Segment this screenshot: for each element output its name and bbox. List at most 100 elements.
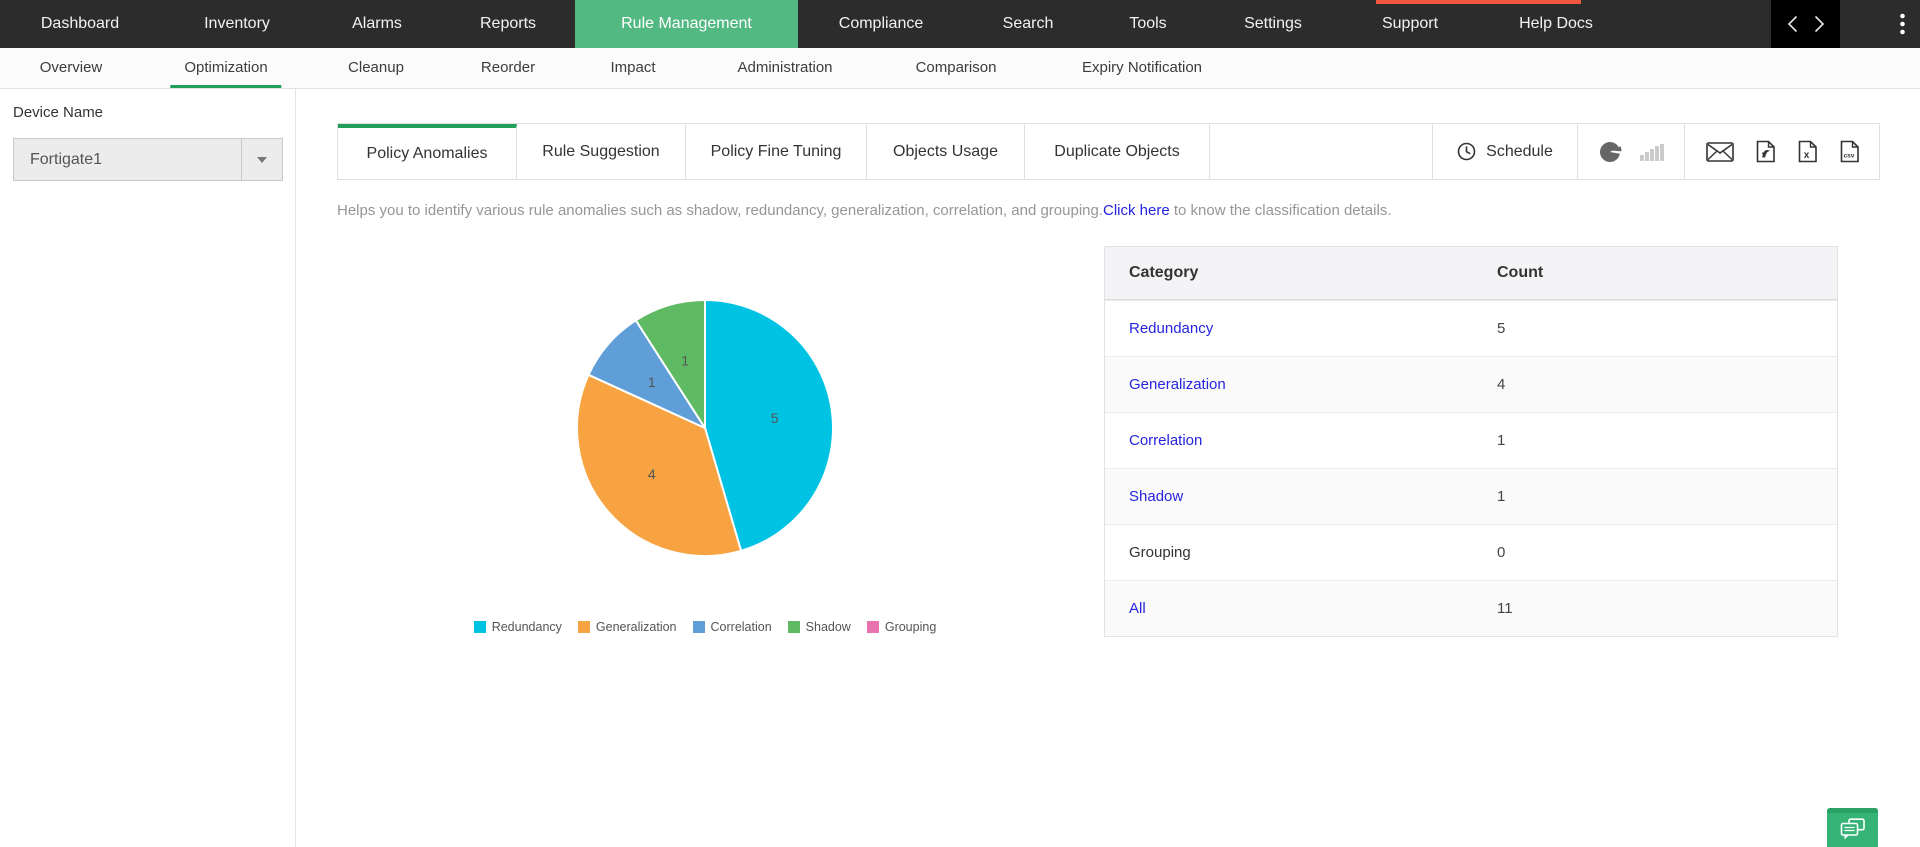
csv-export-icon[interactable]: csv — [1839, 140, 1860, 163]
table-row-generalization: Generalization 4 — [1105, 356, 1837, 412]
tab-policy-anomalies[interactable]: Policy Anomalies — [338, 124, 517, 179]
table-row-correlation: Correlation 1 — [1105, 412, 1837, 468]
legend-label: Shadow — [805, 620, 851, 634]
tab-objects-usage[interactable]: Objects Usage — [867, 124, 1025, 179]
legend-label: Generalization — [595, 620, 677, 634]
subnav-item-administration[interactable]: Administration — [737, 59, 833, 76]
pie-label-generalization: 4 — [648, 466, 656, 482]
top-nav: Dashboard Inventory Alarms Reports Rule Mana… — [0, 0, 1920, 48]
pie-label-shadow: 1 — [681, 353, 689, 369]
subnav-item-optimization[interactable]: Optimization — [170, 48, 282, 88]
top-nav-item-compliance[interactable]: Compliance — [838, 15, 924, 32]
device-select-value: Fortigate1 — [30, 150, 103, 168]
description-text-before: Helps you to identify various rule anoma… — [337, 202, 1104, 219]
legend-item-shadow[interactable]: Shadow — [787, 620, 851, 634]
notification-strip — [1376, 0, 1581, 4]
top-nav-item-search[interactable]: Search — [1002, 15, 1054, 32]
legend-label: Correlation — [710, 620, 772, 634]
legend-item-generalization[interactable]: Generalization — [577, 620, 677, 634]
chat-bubbles-icon — [1840, 818, 1865, 840]
kebab-menu-icon[interactable] — [1890, 0, 1914, 48]
subnav-item-reorder[interactable]: Reorder — [480, 59, 536, 76]
table-row-all: All 11 — [1105, 580, 1837, 636]
schedule-button[interactable]: Schedule — [1433, 124, 1578, 179]
pie-label-correlation: 1 — [648, 374, 656, 390]
svg-text:x: x — [1804, 150, 1810, 161]
chevron-right-icon[interactable] — [1814, 15, 1825, 33]
toolbar-spacer — [1210, 124, 1433, 179]
excel-export-icon[interactable]: x — [1797, 140, 1818, 163]
legend-label: Redundancy — [491, 620, 562, 634]
svg-text:csv: csv — [1844, 153, 1855, 160]
pie-label-redundancy: 5 — [771, 410, 779, 426]
pie-slice-shadow[interactable] — [634, 299, 706, 429]
top-nav-item-inventory[interactable]: Inventory — [204, 15, 270, 32]
anomaly-pie-chart: 5 4 1 1 — [555, 278, 855, 578]
table-link-redundancy[interactable]: Redundancy — [1129, 320, 1214, 337]
legend-item-correlation[interactable]: Correlation — [692, 620, 772, 634]
subnav-item-cleanup[interactable]: Cleanup — [348, 59, 404, 76]
tab-rule-suggestion[interactable]: Rule Suggestion — [517, 124, 686, 179]
table-link-shadow[interactable]: Shadow — [1129, 488, 1184, 505]
top-nav-item-tools[interactable]: Tools — [1129, 15, 1167, 32]
legend-item-redundancy[interactable]: Redundancy — [473, 620, 562, 634]
chat-support-button[interactable] — [1827, 808, 1878, 847]
table-row-redundancy: Redundancy 5 — [1105, 300, 1837, 356]
report-toolbar: Policy Anomalies Rule Suggestion Policy Fi… — [337, 123, 1880, 180]
legend-swatch-redundancy — [473, 621, 486, 633]
email-icon[interactable] — [1706, 141, 1734, 162]
dropdown-arrow-box[interactable] — [241, 139, 282, 180]
sub-nav: Overview Optimization Cleanup Reorder Impact… — [0, 48, 1920, 89]
report-description: Helps you to identify various rule anoma… — [337, 202, 1391, 219]
table-count-grouping: 0 — [1497, 544, 1506, 561]
subnav-item-expiry-notification[interactable]: Expiry Notification — [1081, 59, 1203, 76]
nav-arrows — [1771, 0, 1840, 48]
table-count-all: 11 — [1497, 600, 1513, 617]
tab-policy-fine-tuning[interactable]: Policy Fine Tuning — [686, 124, 867, 179]
top-nav-item-support[interactable]: Support — [1381, 15, 1439, 32]
legend-item-grouping[interactable]: Grouping — [866, 620, 937, 634]
table-link-correlation[interactable]: Correlation — [1129, 432, 1203, 449]
table-text-grouping: Grouping — [1129, 544, 1191, 561]
table-count-correlation: 1 — [1497, 432, 1506, 449]
pdf-export-icon[interactable] — [1755, 140, 1776, 163]
table-count-redundancy: 5 — [1497, 320, 1506, 337]
legend-swatch-grouping — [866, 621, 879, 633]
legend-swatch-generalization — [577, 621, 590, 633]
schedule-label: Schedule — [1486, 142, 1553, 160]
device-select-dropdown[interactable]: Fortigate1 — [13, 138, 283, 181]
top-nav-item-rule-management[interactable]: Rule Management — [575, 0, 798, 48]
top-nav-item-reports[interactable]: Reports — [479, 15, 537, 32]
table-count-shadow: 1 — [1497, 488, 1506, 505]
top-nav-item-dashboard[interactable]: Dashboard — [40, 15, 120, 32]
chevron-down-icon — [257, 156, 267, 163]
sidebar-divider — [295, 89, 296, 847]
chart-legend: Redundancy Generalization Correlation Shado… — [355, 620, 1055, 634]
table-header-category: Category — [1129, 264, 1199, 281]
description-text-after: to know the classification details. — [1169, 202, 1392, 219]
table-link-generalization[interactable]: Generalization — [1129, 376, 1226, 393]
subnav-item-overview[interactable]: Overview — [39, 59, 103, 76]
export-actions: x csv — [1685, 124, 1881, 179]
chat-button-top-bar — [1827, 808, 1878, 813]
table-count-generalization: 4 — [1497, 376, 1506, 393]
subnav-item-impact[interactable]: Impact — [610, 59, 656, 76]
legend-swatch-shadow — [787, 621, 800, 633]
chevron-left-icon[interactable] — [1787, 15, 1798, 33]
table-row-grouping: Grouping 0 — [1105, 524, 1837, 580]
top-nav-item-settings[interactable]: Settings — [1244, 15, 1302, 32]
table-link-all[interactable]: All — [1129, 600, 1146, 617]
top-nav-item-alarms[interactable]: Alarms — [352, 15, 402, 32]
subnav-item-comparison[interactable]: Comparison — [915, 59, 997, 76]
legend-label: Grouping — [884, 620, 937, 634]
pie-slice-generalization[interactable] — [576, 373, 743, 558]
bar-chart-icon[interactable] — [1639, 142, 1666, 161]
click-here-link[interactable]: Click here — [1103, 202, 1170, 219]
top-nav-item-help-docs[interactable]: Help Docs — [1519, 15, 1593, 32]
pie-slice-redundancy[interactable] — [704, 299, 834, 552]
table-header-count: Count — [1497, 264, 1544, 281]
table-header-row: Category Count — [1105, 247, 1837, 300]
chart-type-switcher — [1578, 124, 1685, 179]
pie-chart-icon[interactable] — [1597, 139, 1623, 165]
tab-duplicate-objects[interactable]: Duplicate Objects — [1025, 124, 1210, 179]
